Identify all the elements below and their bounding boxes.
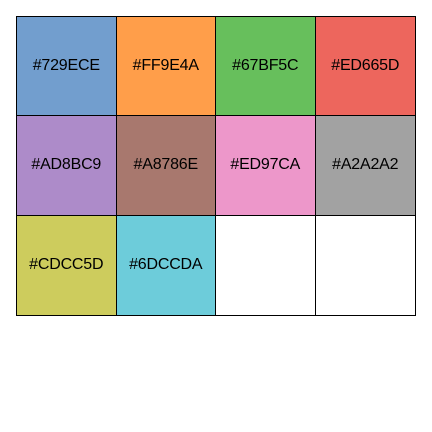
- swatch-5: #AD8BC9: [17, 116, 117, 216]
- swatch-8: #A2A2A2: [315, 116, 415, 216]
- swatch-3: #67BF5C: [216, 17, 316, 117]
- empty-cell: [315, 215, 415, 315]
- swatch-2: #FF9E4A: [116, 17, 216, 117]
- empty-cell: [216, 215, 316, 315]
- color-swatch-grid: #729ECE #FF9E4A #67BF5C #ED665D #AD8BC9 …: [16, 16, 416, 316]
- swatch-10: #6DCCDA: [116, 215, 216, 315]
- swatch-1: #729ECE: [17, 17, 117, 117]
- swatch-7: #ED97CA: [216, 116, 316, 216]
- swatch-6: #A8786E: [116, 116, 216, 216]
- swatch-4: #ED665D: [315, 17, 415, 117]
- swatch-9: #CDCC5D: [17, 215, 117, 315]
